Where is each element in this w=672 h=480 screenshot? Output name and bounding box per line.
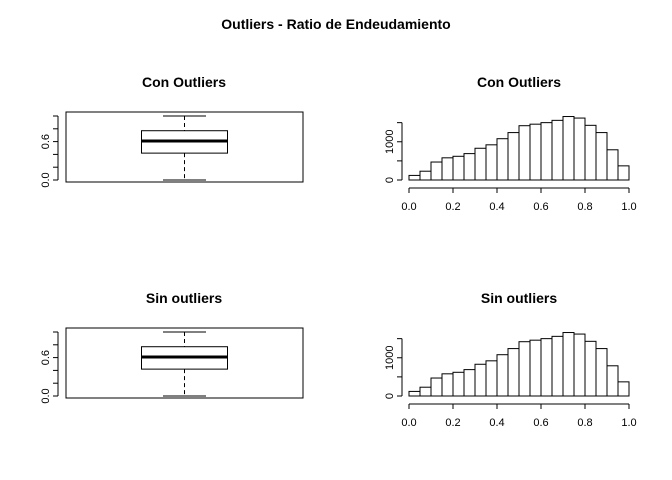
x-tick-label: 0.6 (533, 417, 548, 429)
histogram-bar (430, 377, 443, 397)
y-tick-label: 0 (384, 393, 396, 399)
panel-title: Con Outliers (477, 74, 561, 90)
y-tick-label: 0.6 (40, 134, 52, 149)
histogram-bar (507, 132, 520, 181)
boxplot-con-outliers: Con Outliers 0.0 0.6 (40, 74, 304, 188)
histogram-bar (540, 338, 553, 397)
histogram-bar (507, 348, 520, 397)
panel-title: Sin outliers (146, 290, 222, 306)
histogram-sin-outliers: Sin outliers 0.0 0.2 0.4 0.6 0.8 1.0 0 1000 (384, 290, 637, 429)
x-tick-label: 0.4 (489, 417, 504, 429)
histogram-bar (419, 386, 432, 397)
plot-frame (65, 111, 304, 183)
histogram-bar (474, 147, 487, 181)
histogram-bar (463, 369, 476, 397)
histogram-bar (606, 365, 619, 397)
histogram-bar (441, 373, 454, 397)
histogram-bar (496, 138, 509, 181)
histogram-bar (419, 170, 432, 181)
histogram-bar (408, 390, 421, 397)
main-title: Outliers - Ratio de Endeudamiento (221, 16, 450, 32)
histogram-bar (496, 354, 509, 397)
x-tick-label: 0.0 (401, 201, 416, 213)
y-tick-label: 1000 (384, 130, 396, 154)
histogram-bar (518, 125, 531, 181)
histogram-bar (452, 371, 465, 397)
y-tick-label: 0.0 (40, 172, 52, 187)
y-tick-label: 0 (384, 177, 396, 183)
histogram-bar (441, 157, 454, 181)
histogram-bar (595, 348, 608, 397)
x-tick-label: 0.2 (445, 201, 460, 213)
histogram-bar (474, 363, 487, 397)
histogram-bar (551, 119, 564, 181)
histogram-bar (617, 381, 630, 397)
x-tick-label: 0.0 (401, 417, 416, 429)
plot-frame (65, 327, 304, 399)
x-tick-label: 0.6 (533, 201, 548, 213)
y-tick-label: 0.0 (40, 388, 52, 403)
x-tick-label: 1.0 (621, 201, 636, 213)
histogram-bar (529, 339, 542, 397)
histogram-bar (595, 132, 608, 181)
histogram-bar (606, 149, 619, 181)
panel-title: Sin outliers (481, 290, 557, 306)
x-tick-label: 0.4 (489, 201, 504, 213)
x-tick-label: 0.2 (445, 417, 460, 429)
panel-title: Con Outliers (142, 74, 226, 90)
histogram-bar (617, 165, 630, 181)
histogram-bar (452, 155, 465, 181)
histogram-bar (551, 335, 564, 397)
histogram-bar (584, 340, 597, 397)
histogram-bar (463, 153, 476, 181)
y-tick-label: 0.6 (40, 350, 52, 365)
x-tick-label: 0.8 (577, 201, 592, 213)
histogram-bar (540, 122, 553, 181)
histogram-bar (485, 144, 498, 181)
histogram-bar (562, 332, 575, 397)
boxplot-sin-outliers: Sin outliers 0.0 0.6 (40, 290, 304, 404)
histogram-bar (529, 123, 542, 181)
histogram-bar (573, 333, 586, 397)
x-tick-label: 0.8 (577, 417, 592, 429)
x-tick-label: 1.0 (621, 417, 636, 429)
histogram-bar (562, 116, 575, 181)
histogram-bar (584, 124, 597, 181)
histogram-bar (518, 341, 531, 397)
histogram-bar (573, 117, 586, 181)
histogram-con-outliers: Con Outliers 0.0 0.2 0.4 0.6 0.8 1.0 0 1000 (384, 74, 637, 213)
histogram-bar (430, 161, 443, 181)
histogram-bar (485, 360, 498, 397)
y-tick-label: 1000 (384, 346, 396, 370)
histogram-bar (408, 174, 421, 181)
